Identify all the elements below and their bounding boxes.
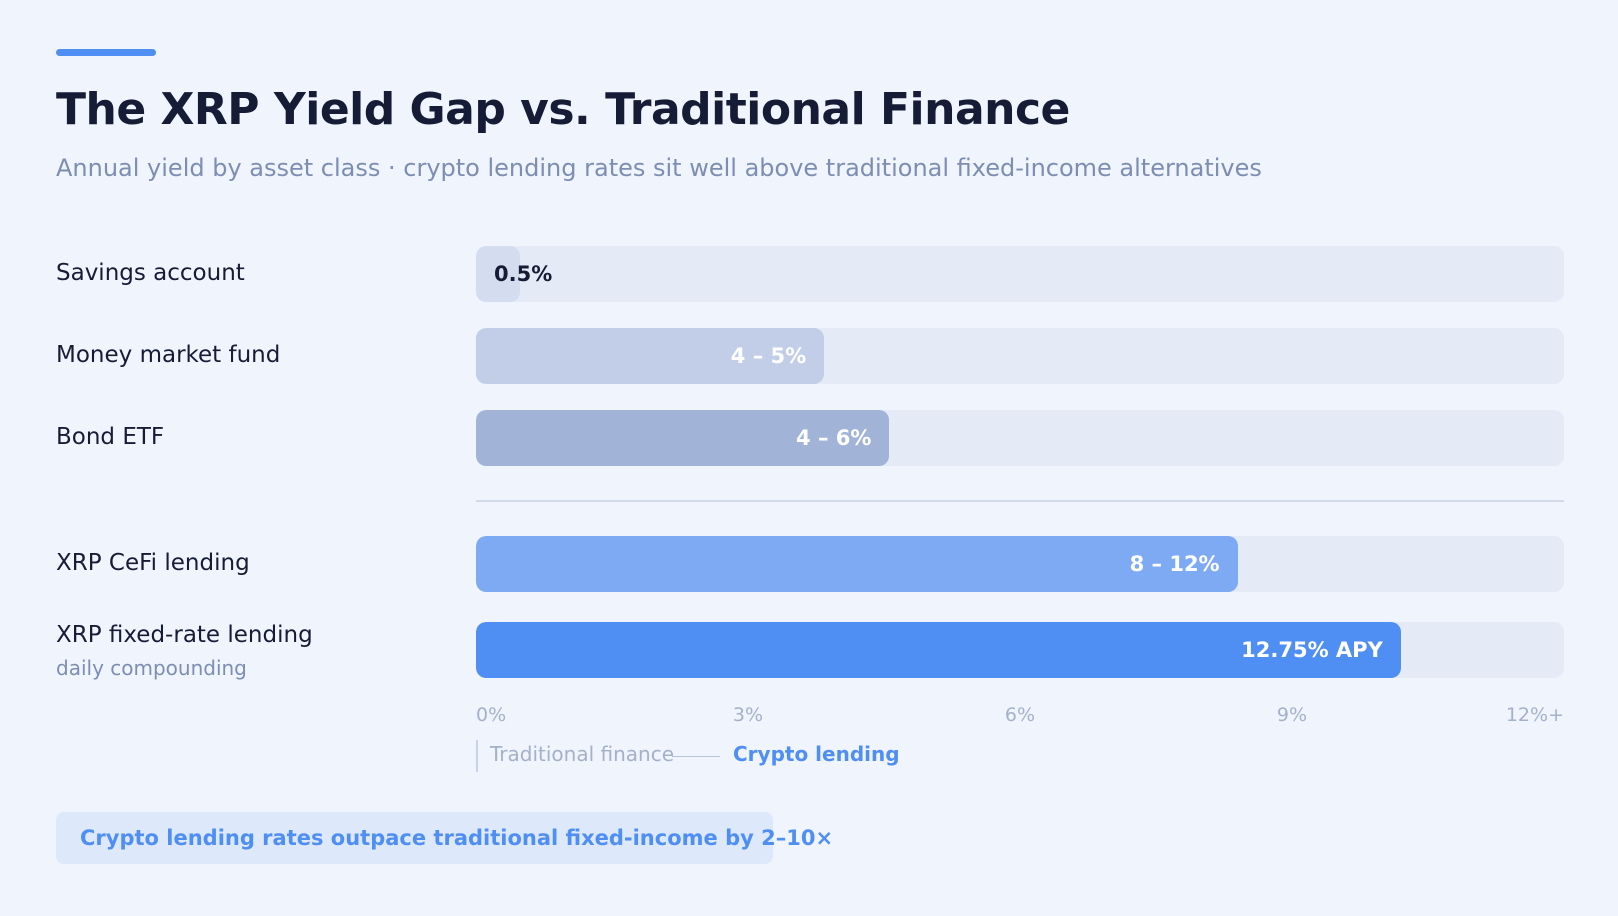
bar — [476, 410, 890, 466]
bar-value-label: 12.75% APY — [1241, 638, 1383, 662]
callout-badge: Crypto lending rates outpace traditional… — [56, 812, 833, 864]
bar-value-label: 0.5% — [494, 262, 553, 286]
bar — [476, 622, 1401, 678]
x-tick-label: 0% — [476, 704, 507, 726]
row-label: Money market fund — [56, 342, 281, 368]
legend-crypto-label: Crypto lending — [733, 742, 900, 766]
legend-traditional-label: Traditional finance — [490, 742, 674, 766]
page-subtitle: Annual yield by asset class · crypto len… — [56, 154, 1262, 182]
bar-track: 8 – 12% — [476, 536, 1564, 592]
page-title: The XRP Yield Gap vs. Traditional Financ… — [56, 84, 1070, 135]
bar-value-label: 4 – 6% — [796, 426, 872, 450]
bar-track: 4 – 6% — [476, 410, 1564, 466]
row-sublabel: daily compounding — [56, 656, 247, 680]
accent-bar — [56, 49, 156, 56]
x-tick-label: 3% — [732, 704, 764, 726]
bar-value-label: 4 – 5% — [730, 344, 807, 368]
legend-crypto-marker — [672, 756, 720, 757]
row-label: XRP fixed-rate lending — [56, 622, 313, 648]
x-tick-label: 12%+ — [1505, 704, 1564, 726]
bar-value-label: 8 – 12% — [1129, 552, 1220, 576]
group-divider — [476, 500, 1564, 502]
bar — [476, 246, 520, 302]
bar — [476, 536, 1238, 592]
bar — [476, 328, 825, 384]
legend-traditional-marker — [476, 740, 478, 772]
row-label: Bond ETF — [56, 424, 165, 450]
bar-track: 0.5% — [476, 246, 1564, 302]
bar-track: 4 – 5% — [476, 328, 1564, 384]
x-tick-label: 6% — [1004, 704, 1036, 726]
x-tick-label: 9% — [1276, 704, 1308, 726]
row-label: XRP CeFi lending — [56, 550, 250, 576]
row-label: Savings account — [56, 260, 245, 286]
bar-track: 12.75% APY — [476, 622, 1564, 678]
